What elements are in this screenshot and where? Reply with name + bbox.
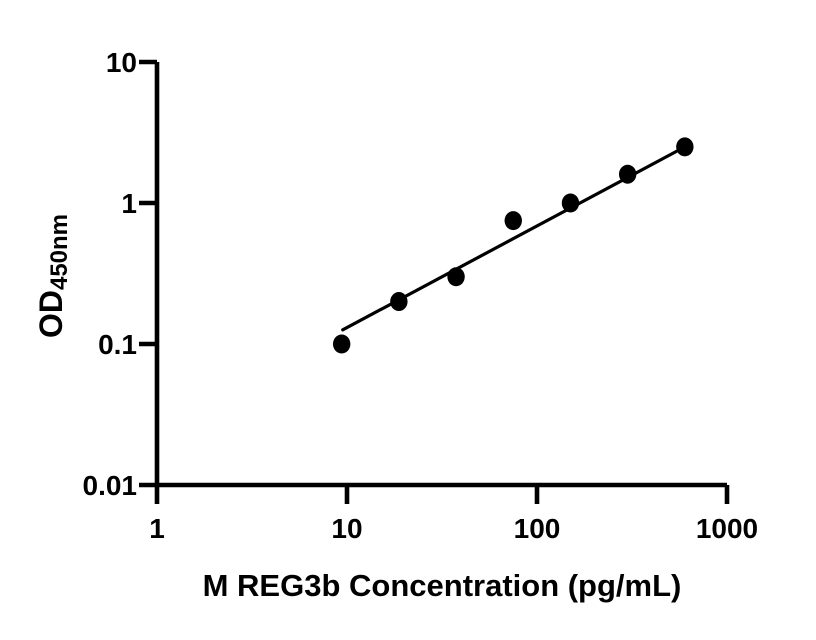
axis-spine — [154, 62, 727, 488]
y-axis-title-main: OD — [33, 290, 69, 338]
data-point — [676, 137, 694, 157]
data-point — [504, 211, 522, 231]
data-point — [561, 193, 580, 213]
y-axis-tick-label: 1 — [121, 188, 137, 219]
y-axis-title-subscript: 450nm — [46, 214, 73, 290]
x-axis-tick-label: 1000 — [696, 513, 758, 544]
x-axis-title: M REG3b Concentration (pg/mL) — [203, 568, 682, 603]
y-axis-title: OD450nm — [33, 214, 73, 338]
x-axis-tick-label: 1 — [149, 513, 165, 544]
y-axis-tick-label: 10 — [106, 47, 137, 78]
y-axis-tick-label: 0.1 — [98, 329, 137, 360]
x-axis-tick-label: 100 — [514, 513, 561, 544]
data-point — [332, 334, 351, 354]
data-point — [447, 267, 465, 287]
x-axis-tick-label: 10 — [331, 513, 362, 544]
chart-plot-area: 10 1 0.1 0.01 1 10 100 1000 — [83, 47, 759, 544]
y-axis-tick-label: 0.01 — [83, 470, 138, 501]
data-point — [390, 292, 408, 312]
data-point — [618, 164, 637, 184]
